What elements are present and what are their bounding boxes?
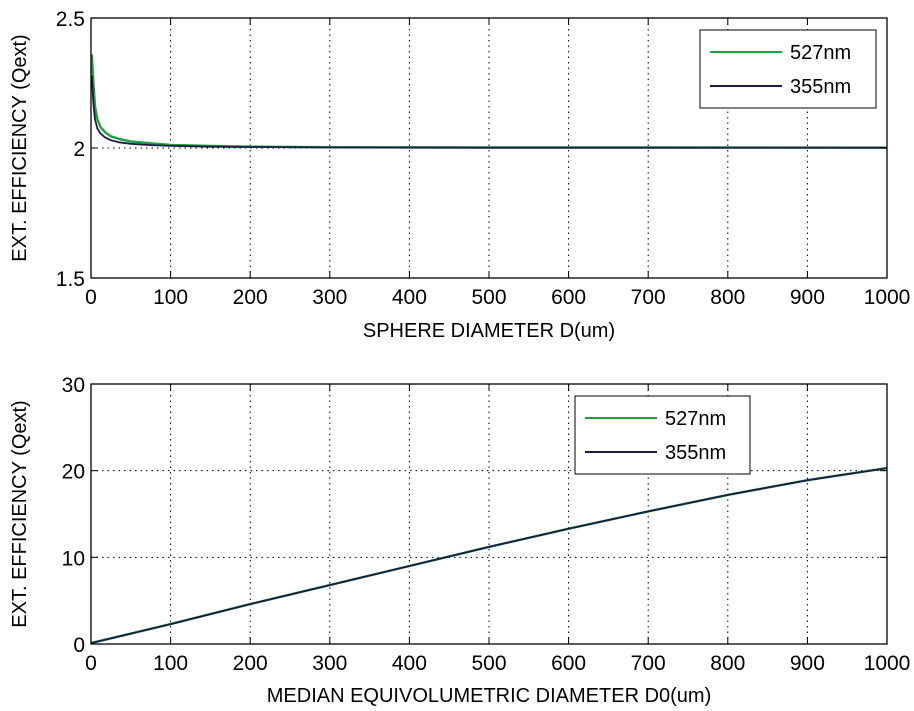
top-chart-panel: 0 100 200 300 400 500 600 700 800 900 1000 1.5 2 2.5 S… [9, 8, 910, 342]
bottom-chart-panel: 0 100 200 300 400 500 600 700 800 900 1000 0 10 20 30 M… [9, 374, 910, 707]
x-tick-label: 100 [153, 652, 188, 675]
y-tick-label: 20 [62, 461, 85, 484]
x-axis-label: SPHERE DIAMETER D(um) [363, 320, 615, 342]
x-tick-label: 400 [392, 286, 427, 309]
legend: 527nm 355nm [699, 29, 877, 109]
y-tick-label: 0 [73, 634, 85, 657]
legend-box [574, 395, 751, 475]
legend-label: 527nm [790, 42, 851, 64]
x-tick-label: 300 [312, 286, 347, 309]
x-tick-label: 1000 [864, 652, 911, 675]
y-axis-label: EXT. EFFICIENCY (Qext) [9, 34, 31, 261]
x-tick-label: 200 [233, 652, 268, 675]
x-tick-label: 800 [710, 286, 745, 309]
legend-box [699, 29, 877, 109]
x-tick-label: 400 [392, 652, 427, 675]
y-tick-label: 2.5 [56, 8, 85, 31]
y-axis-label: EXT. EFFICIENCY (Qext) [9, 400, 31, 627]
y-tick-label: 10 [62, 547, 85, 570]
x-tick-label: 600 [551, 286, 586, 309]
x-tick-label: 100 [153, 286, 188, 309]
y-tick-label: 1.5 [56, 268, 85, 291]
x-tick-label: 0 [85, 286, 97, 309]
x-tick-label: 500 [471, 652, 506, 675]
x-tick-label: 800 [710, 652, 745, 675]
x-tick-label: 500 [471, 286, 506, 309]
legend-label: 355nm [665, 442, 726, 464]
legend: 527nm 355nm [574, 395, 751, 475]
y-tick-label: 2 [73, 138, 85, 161]
x-tick-label: 200 [233, 286, 268, 309]
x-tick-label: 600 [551, 652, 586, 675]
y-tick-label: 30 [62, 374, 85, 397]
x-tick-label: 700 [631, 652, 666, 675]
x-tick-label: 700 [631, 286, 666, 309]
x-tick-label: 900 [790, 652, 825, 675]
plot-area [91, 384, 887, 644]
x-tick-label: 1000 [864, 286, 911, 309]
series-line-355nm [90, 75, 887, 149]
x-tick-label: 900 [790, 286, 825, 309]
series-line-355nm [90, 467, 888, 644]
x-axis-label: MEDIAN EQUIVOLUMETRIC DIAMETER D0(um) [267, 685, 711, 707]
x-tick-label: 0 [85, 652, 97, 675]
legend-label: 355nm [790, 76, 851, 98]
x-tick-label: 300 [312, 652, 347, 675]
legend-label: 527nm [665, 408, 726, 430]
